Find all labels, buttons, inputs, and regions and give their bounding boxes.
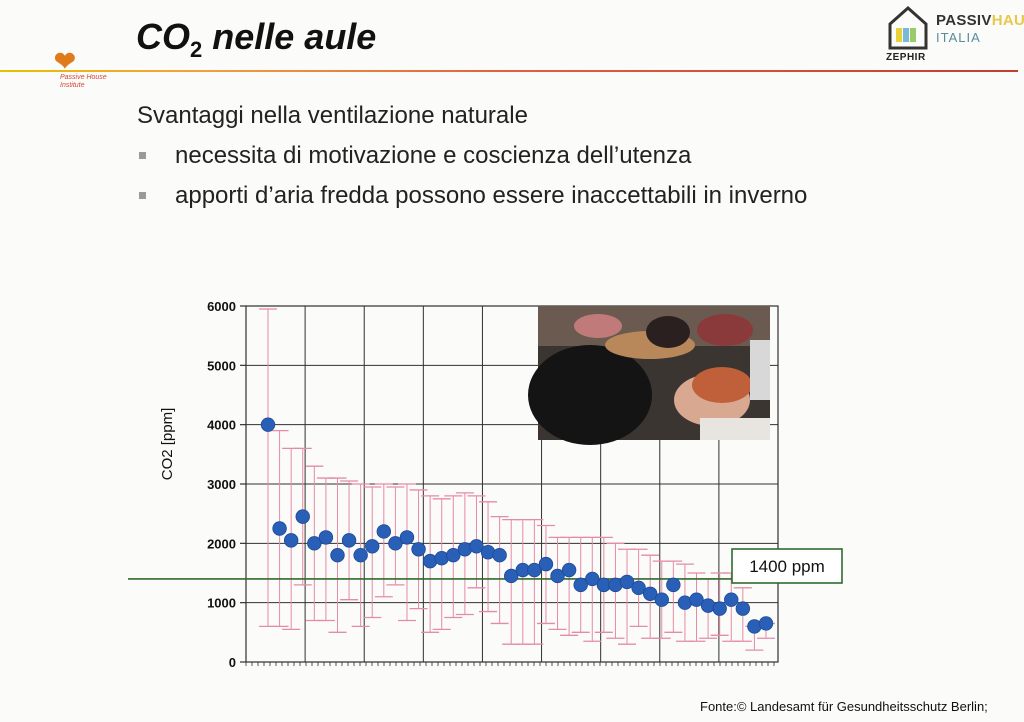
passive-house-institute-logo: ❤ Passive House Institute bbox=[48, 46, 128, 92]
data-point bbox=[619, 574, 635, 590]
lead-text: Svantaggi nella ventilazione naturale bbox=[137, 102, 528, 129]
y-tick-label: 3000 bbox=[207, 477, 236, 492]
classroom-photo bbox=[528, 306, 770, 445]
data-point bbox=[399, 530, 415, 545]
data-point bbox=[388, 536, 403, 551]
data-point bbox=[504, 568, 519, 584]
data-point bbox=[689, 592, 704, 607]
italia-label: ITALIA bbox=[936, 30, 981, 45]
source-note: Fonte:© Landesamt für Gesundheitsschutz … bbox=[700, 699, 988, 714]
slide-title: CO2 nelle aule bbox=[136, 16, 376, 63]
data-point bbox=[283, 533, 299, 548]
data-point bbox=[666, 577, 681, 593]
data-point bbox=[376, 524, 392, 539]
data-point bbox=[758, 616, 774, 631]
zephir-passivhaus-italia-logo: ZEPHIR PASSIVHAUS ITALIA bbox=[884, 4, 1024, 66]
passivhaus-label: PASSIVHAUS bbox=[936, 12, 1024, 29]
data-point bbox=[411, 542, 426, 557]
bullet-item: apporti d’aria fredda possono essere ina… bbox=[137, 182, 807, 210]
data-point bbox=[272, 521, 287, 536]
threshold-layer: 1400 ppm bbox=[128, 548, 843, 584]
data-point bbox=[295, 509, 310, 524]
y-tick-label: 1000 bbox=[207, 596, 236, 611]
data-point bbox=[260, 417, 276, 432]
data-point bbox=[365, 539, 380, 554]
passivhaus-label-main: PASSIV bbox=[936, 12, 992, 29]
y-tick-label: 4000 bbox=[207, 418, 236, 433]
bullet-section: Svantaggi nella ventilazione naturale ne… bbox=[137, 102, 807, 210]
slide-title-main: CO bbox=[136, 16, 190, 57]
data-point bbox=[353, 548, 368, 563]
threshold-label-box bbox=[731, 548, 843, 584]
bullet-text: apporti d’aria fredda possono essere ina… bbox=[175, 182, 808, 209]
flame-icon: ❤ bbox=[54, 46, 76, 76]
slide-title-subscript: 2 bbox=[190, 37, 203, 63]
data-point bbox=[307, 536, 322, 551]
data-point bbox=[735, 601, 751, 616]
title-divider bbox=[0, 70, 1018, 72]
y-tick-label: 5000 bbox=[207, 358, 236, 373]
data-point bbox=[527, 562, 542, 578]
data-point bbox=[330, 548, 345, 563]
y-tick-label: 6000 bbox=[207, 299, 236, 314]
data-point bbox=[712, 601, 727, 616]
data-point bbox=[341, 533, 357, 548]
passive-house-institute-logo-text: Passive House Institute bbox=[60, 74, 107, 89]
axis-layer: 0 1000 2000 3000 4000 5000 6000 CO2 [ppm] bbox=[159, 299, 775, 670]
data-point bbox=[538, 556, 554, 572]
data-point bbox=[469, 539, 484, 554]
y-tick-label: 2000 bbox=[207, 536, 236, 551]
y-tick-label: 0 bbox=[229, 655, 236, 670]
passivhaus-label-tail: HAUS bbox=[991, 12, 1024, 29]
data-point bbox=[642, 586, 658, 601]
data-point bbox=[561, 562, 577, 578]
data-point bbox=[550, 568, 565, 584]
data-point bbox=[631, 580, 646, 596]
zephir-label: ZEPHIR bbox=[886, 52, 926, 63]
data-point bbox=[573, 577, 588, 593]
data-point bbox=[654, 592, 669, 607]
bullet-item: necessita di motivazione e coscienza del… bbox=[137, 142, 807, 170]
data-point bbox=[446, 548, 461, 563]
data-point bbox=[724, 592, 739, 607]
data-point bbox=[492, 548, 507, 563]
bullet-square-icon bbox=[139, 192, 146, 199]
bullet-square-icon bbox=[139, 152, 146, 159]
house-icon bbox=[888, 5, 928, 50]
data-points-layer bbox=[260, 417, 774, 634]
data-point bbox=[318, 530, 334, 545]
slide-title-rest: nelle aule bbox=[202, 16, 377, 57]
data-point bbox=[585, 571, 600, 587]
threshold-label: 1400 ppm bbox=[749, 557, 825, 576]
y-axis-label: CO2 [ppm] bbox=[159, 408, 176, 481]
bullet-text: necessita di motivazione e coscienza del… bbox=[175, 142, 692, 169]
